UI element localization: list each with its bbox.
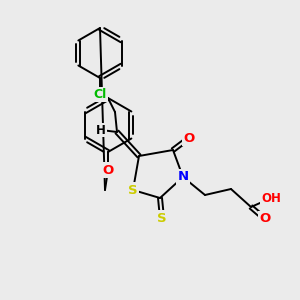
Text: S: S bbox=[128, 184, 138, 196]
Text: Cl: Cl bbox=[93, 88, 106, 100]
Text: O: O bbox=[260, 212, 271, 226]
Text: N: N bbox=[177, 170, 189, 184]
Text: OH: OH bbox=[261, 193, 281, 206]
Text: O: O bbox=[183, 131, 195, 145]
Text: S: S bbox=[157, 212, 167, 224]
Text: H: H bbox=[96, 124, 106, 136]
Text: O: O bbox=[102, 164, 114, 176]
